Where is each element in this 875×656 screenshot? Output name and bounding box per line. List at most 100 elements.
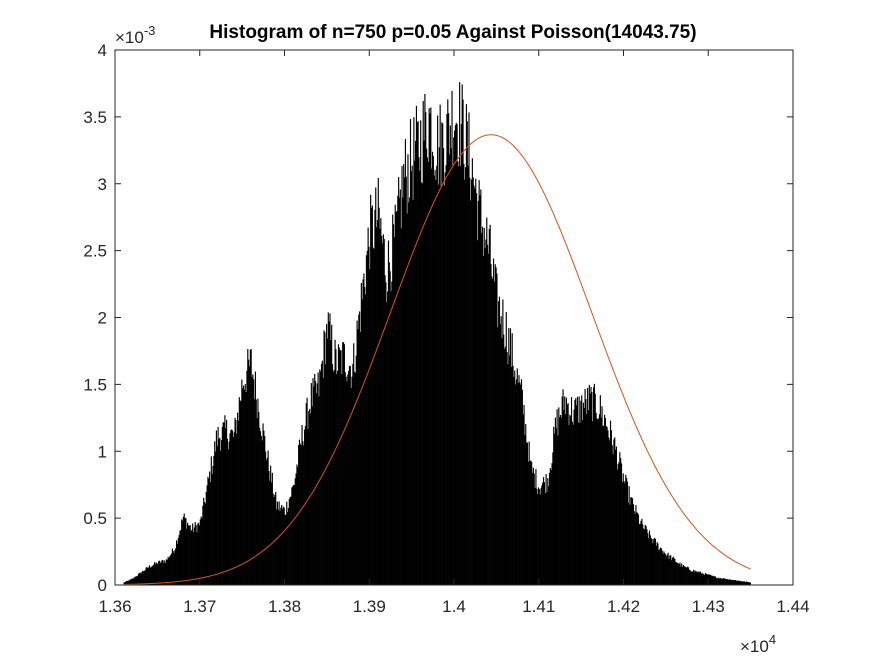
histogram-bar: [741, 581, 743, 585]
histogram-bar: [544, 493, 546, 585]
histogram-bar: [354, 372, 356, 585]
histogram-bar: [505, 312, 507, 585]
histogram-bar: [413, 117, 415, 585]
histogram-bar: [503, 334, 505, 585]
histogram-bar: [365, 294, 367, 585]
histogram-bar: [231, 429, 233, 585]
histogram-bar: [549, 468, 551, 585]
histogram-bar: [550, 470, 552, 585]
histogram-bar: [613, 439, 615, 585]
histogram-bar: [546, 491, 548, 585]
histogram-bar: [645, 526, 647, 585]
histogram-bar: [504, 348, 506, 585]
histogram-bar: [724, 578, 726, 585]
histogram-bar: [419, 170, 421, 586]
histogram-bar: [528, 441, 530, 585]
histogram-bar: [742, 581, 744, 585]
histogram-bar: [190, 530, 192, 585]
y-tick-label: 0: [98, 576, 107, 595]
histogram-bar: [582, 402, 584, 585]
histogram-bar: [484, 248, 486, 585]
histogram-bar: [178, 535, 180, 585]
histogram-bar: [567, 403, 569, 585]
y-tick-label: 3.5: [83, 108, 107, 127]
histogram-bar: [490, 264, 492, 585]
histogram-bar: [164, 560, 166, 585]
histogram-bar: [360, 282, 362, 585]
histogram-bar: [192, 523, 194, 585]
histogram-bar: [648, 530, 651, 585]
histogram-bar: [341, 373, 343, 585]
histogram-bar: [372, 247, 374, 586]
histogram-bar: [660, 548, 662, 585]
histogram-bar: [631, 498, 634, 585]
histogram-bar: [363, 273, 365, 585]
histogram-bar: [368, 246, 370, 585]
histogram-bar: [176, 540, 178, 585]
histogram-bar: [509, 355, 511, 585]
histogram-bar: [492, 258, 495, 585]
histogram-bar: [133, 577, 135, 585]
histogram-bar: [276, 509, 278, 585]
histogram-bar: [290, 496, 292, 585]
histogram-bar: [293, 485, 295, 585]
histogram-bar: [222, 422, 224, 585]
histogram-bar: [515, 379, 518, 585]
histogram-bar: [511, 333, 513, 585]
histogram-bar: [427, 161, 429, 585]
histogram-bar: [576, 405, 578, 585]
histogram-bar: [665, 556, 668, 585]
histogram-bar: [269, 480, 271, 585]
histogram-bar: [352, 363, 354, 585]
histogram-bar: [717, 577, 719, 585]
histogram-bar: [213, 455, 215, 585]
histogram-bar: [259, 427, 261, 585]
histogram-bar: [538, 489, 540, 585]
histogram-bar: [743, 581, 745, 585]
histogram-bar: [445, 165, 447, 586]
histogram-bar: [171, 548, 173, 585]
histogram-bar: [199, 519, 201, 585]
histogram-bar: [737, 580, 739, 585]
histogram-bar: [711, 576, 713, 585]
histogram-bar: [683, 565, 685, 585]
histogram-bar: [703, 574, 705, 585]
histogram-bar: [270, 465, 272, 585]
histogram-bar: [346, 381, 348, 585]
histogram-bar: [524, 435, 526, 585]
histogram-bar: [350, 387, 352, 585]
histogram-bar: [166, 559, 168, 585]
histogram-bar: [355, 355, 357, 585]
histogram-bar: [313, 386, 315, 585]
histogram-bar: [189, 525, 191, 585]
histogram-bar: [384, 275, 386, 585]
histogram-bar: [689, 570, 691, 585]
histogram-bar: [226, 419, 228, 585]
histogram-bar: [674, 558, 676, 585]
histogram-bar: [651, 538, 653, 585]
histogram-bar: [400, 228, 402, 585]
histogram-bar: [344, 372, 346, 585]
histogram-bar: [664, 552, 666, 585]
histogram-bar: [673, 558, 675, 585]
histogram-bar: [738, 580, 740, 585]
histogram-bar: [262, 423, 264, 585]
histogram-bar: [275, 492, 277, 585]
histogram-bar: [710, 575, 712, 585]
histogram-bar: [387, 240, 390, 585]
histogram-bar: [401, 166, 403, 585]
histogram-bar: [231, 430, 234, 585]
histogram-bar: [123, 582, 125, 585]
histogram-bar: [617, 464, 619, 585]
histogram-bar: [228, 441, 230, 585]
histogram-bar: [325, 364, 327, 585]
histogram-bar: [520, 384, 522, 585]
histogram-bar: [126, 580, 129, 585]
histogram-bar: [563, 410, 565, 585]
histogram-bar: [238, 397, 240, 585]
histogram-bar: [415, 105, 418, 586]
histogram-bar: [266, 457, 268, 585]
histogram-bar: [626, 477, 628, 585]
histogram-bar: [403, 177, 406, 585]
histogram-bar: [307, 429, 309, 585]
